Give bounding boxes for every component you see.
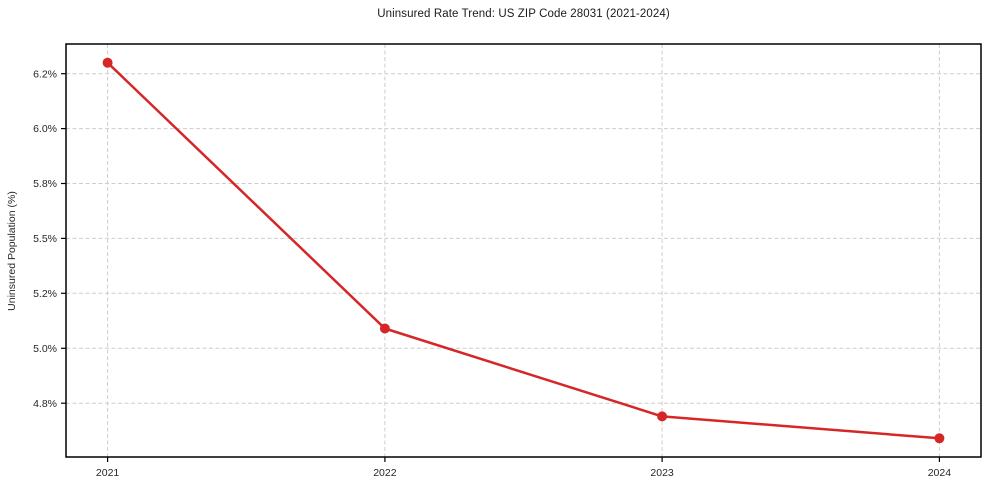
data-point-marker bbox=[934, 433, 945, 444]
chart-title: Uninsured Rate Trend: US ZIP Code 28031 … bbox=[377, 8, 670, 20]
plot-border bbox=[65, 43, 982, 458]
y-tick-label: 5.8% bbox=[33, 178, 57, 190]
x-tick-label: 2024 bbox=[928, 467, 952, 479]
x-tick-label: 2022 bbox=[373, 467, 397, 479]
y-tick-label: 5.5% bbox=[33, 233, 57, 245]
y-tick-label: 6.2% bbox=[33, 68, 57, 80]
data-point-marker bbox=[657, 411, 668, 422]
trend-line bbox=[106, 61, 941, 440]
data-point-marker bbox=[379, 323, 390, 334]
x-tick-label: 2021 bbox=[96, 467, 120, 479]
y-tick-label: 5.0% bbox=[33, 343, 57, 355]
y-axis-label: Uninsured Population (%) bbox=[6, 191, 18, 311]
y-tick-label: 6.0% bbox=[33, 123, 57, 135]
data-point-marker bbox=[102, 57, 113, 68]
x-tick-label: 2023 bbox=[650, 467, 674, 479]
y-tick-label: 4.8% bbox=[33, 398, 57, 410]
y-tick-label: 5.2% bbox=[33, 288, 57, 300]
